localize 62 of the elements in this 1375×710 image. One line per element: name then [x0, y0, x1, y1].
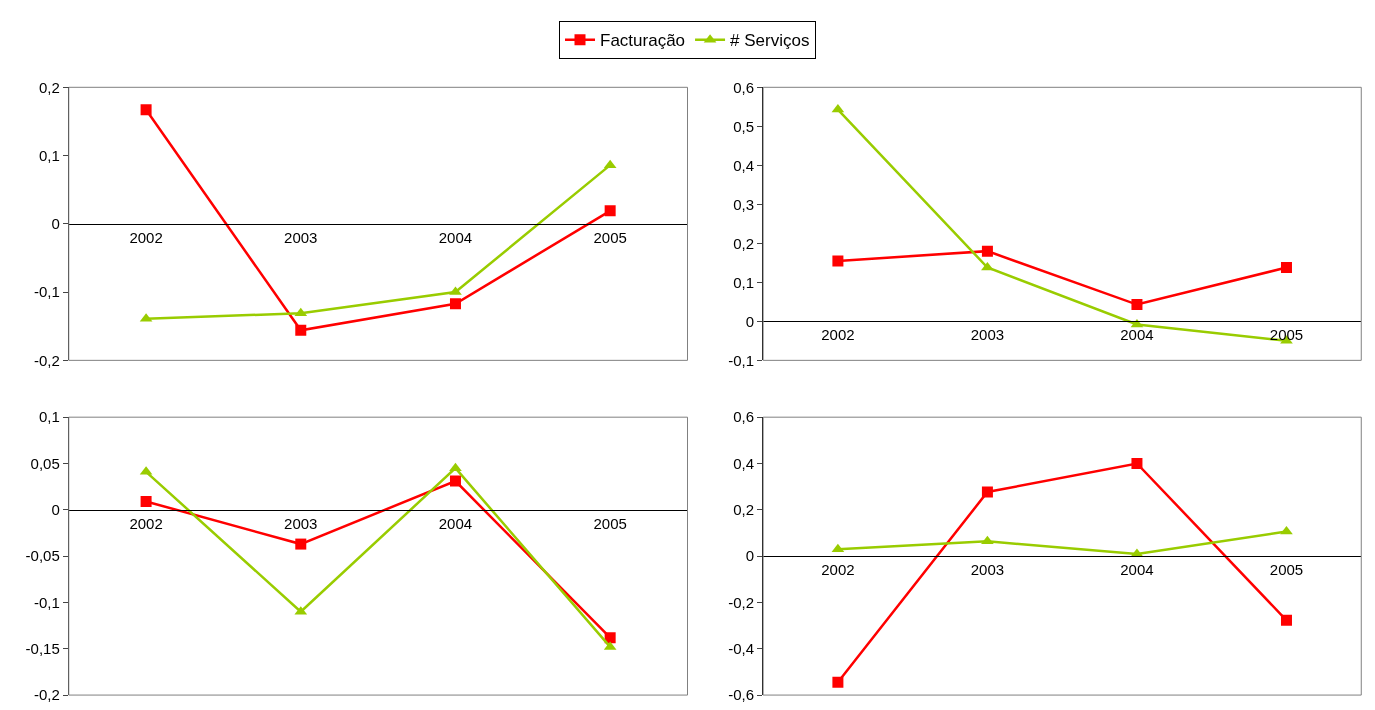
- y-tick-label: 0: [51, 215, 60, 233]
- y-tick-label: 0,4: [733, 454, 755, 472]
- point: [449, 298, 461, 310]
- x-tick-label: 2003: [970, 326, 1005, 344]
- x-tick-label: 2002: [129, 228, 163, 246]
- x-tick-label: 2005: [1269, 326, 1304, 344]
- y-tick-label: 0,4: [733, 156, 755, 174]
- y-tick-label: -0,4: [728, 640, 755, 658]
- x-tick-label: 2005: [593, 228, 627, 246]
- x-tick-label: 2004: [438, 228, 473, 246]
- point: [1280, 262, 1292, 274]
- point: [981, 535, 994, 545]
- y-tick-label: 0,05: [30, 454, 60, 472]
- x-tick-label: 2002: [821, 561, 855, 579]
- point: [140, 495, 152, 507]
- point: [981, 245, 993, 257]
- y-tick-label: 0,1: [38, 408, 60, 426]
- point: [604, 205, 616, 217]
- point: [832, 255, 844, 267]
- y-tick-label: 0,1: [733, 273, 755, 291]
- x-tick-label: 2005: [1269, 561, 1304, 579]
- x-tick-label: 2002: [129, 514, 163, 532]
- y-tick-label: 0,6: [733, 78, 755, 96]
- y-tick-label: -0,2: [33, 351, 60, 369]
- point: [1280, 614, 1292, 626]
- x-tick-label: 2003: [284, 228, 318, 246]
- y-tick-label: 0,2: [733, 234, 755, 252]
- point: [1131, 458, 1143, 469]
- point: [295, 538, 307, 550]
- point: [295, 324, 307, 336]
- y-tick-label: -0,1: [728, 351, 755, 369]
- y-tick-label: -0,05: [25, 547, 60, 565]
- x-tick-label: 2004: [1120, 326, 1154, 344]
- point: [1131, 299, 1143, 311]
- x-tick-label: 2003: [284, 514, 318, 532]
- x-tick-label: 2004: [438, 514, 473, 532]
- point: [604, 632, 616, 644]
- point: [832, 676, 844, 688]
- point: [140, 104, 152, 116]
- y-tick-label: 0,3: [733, 195, 755, 213]
- x-tick-label: 2003: [970, 561, 1005, 579]
- y-tick-label: 0: [745, 312, 755, 330]
- y-tick-label: 0,2: [733, 501, 755, 519]
- y-tick-label: -0,2: [33, 686, 60, 704]
- y-tick-label: 0: [51, 501, 60, 519]
- point: [449, 475, 461, 487]
- y-tick-label: 0,5: [733, 117, 755, 135]
- y-tick-label: -0,1: [33, 283, 60, 301]
- point: [981, 486, 993, 498]
- x-tick-label: 2004: [1120, 561, 1154, 579]
- y-tick-label: -0,15: [25, 640, 60, 658]
- y-tick-label: 0: [745, 547, 755, 565]
- y-tick-label: 0,1: [38, 146, 60, 164]
- legend-label: # Serviços: [730, 31, 810, 51]
- y-tick-label: 0,2: [38, 78, 60, 96]
- y-tick-label: -0,2: [728, 593, 755, 611]
- legend-label: Facturação: [600, 31, 686, 51]
- y-tick-label: -0,1: [33, 593, 60, 611]
- x-tick-label: 2005: [593, 514, 627, 532]
- y-tick-label: -0,6: [728, 686, 755, 704]
- x-tick-label: 2002: [821, 326, 855, 344]
- y-tick-label: 0,6: [733, 408, 755, 426]
